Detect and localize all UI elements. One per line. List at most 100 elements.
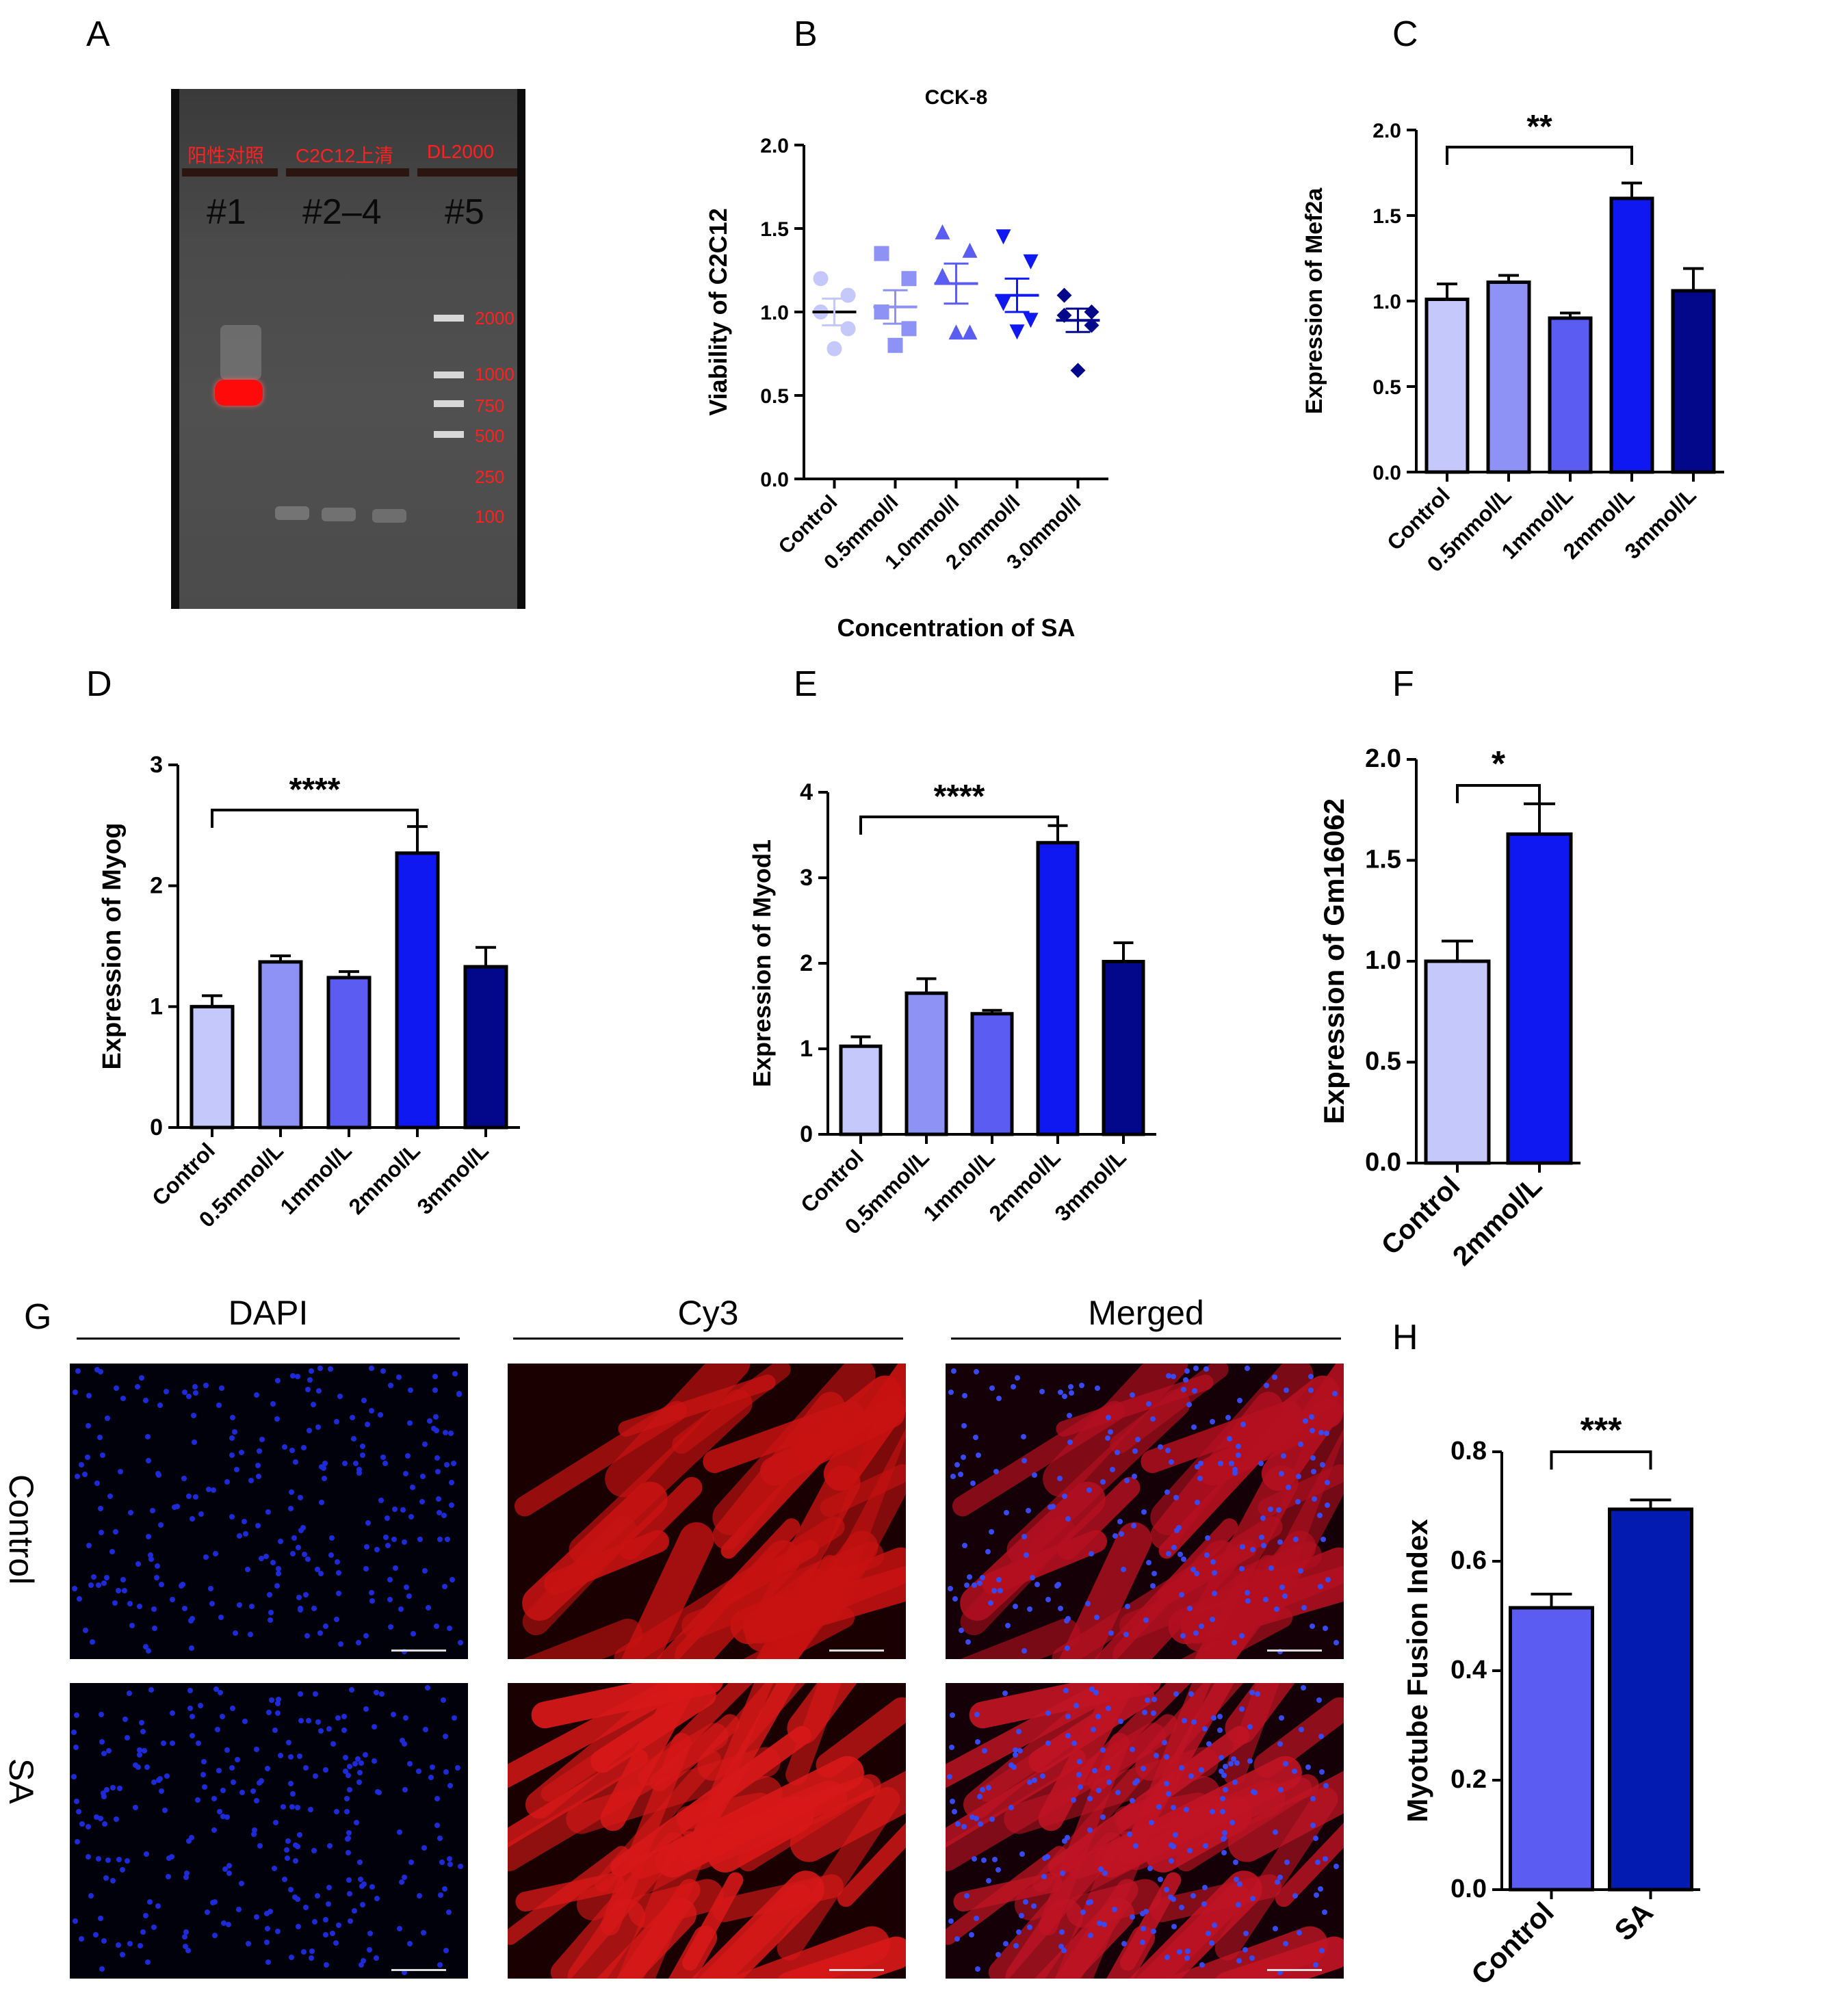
nucleus-dot [190, 1412, 196, 1418]
y-tick-label: 0 [150, 1114, 163, 1140]
nucleus-dot [390, 1711, 396, 1717]
nucleus-dot [1057, 1389, 1063, 1395]
nucleus-dot [285, 1739, 291, 1745]
nucleus-dot [1003, 1941, 1009, 1947]
nucleus-dot [1319, 1948, 1325, 1954]
nucleus-dot [373, 1955, 379, 1961]
nucleus-dot [1194, 1571, 1200, 1577]
y-tick-label: 0.5 [1365, 1047, 1401, 1076]
nucleus-dot [971, 1582, 977, 1589]
nucleus-dot [292, 1894, 298, 1900]
nucleus-dot [1077, 1784, 1083, 1790]
nucleus-dot [211, 1487, 217, 1494]
nucleus-dot [1064, 1834, 1070, 1840]
data-point [813, 271, 829, 287]
nucleus-dot [307, 1377, 313, 1383]
nucleus-dot [301, 1551, 307, 1557]
y-tick-label: 0.5 [760, 385, 789, 408]
nucleus-dot [1217, 1461, 1223, 1466]
nucleus-dot [1087, 1827, 1093, 1834]
nucleus-dot [430, 1764, 436, 1770]
nucleus-dot [101, 1790, 107, 1797]
bar [1424, 298, 1470, 474]
nucleus-dot [1249, 1690, 1255, 1696]
nucleus-dot [387, 1577, 393, 1583]
nucleus-dot [1065, 1733, 1071, 1739]
micro-image-dapi-sa [70, 1683, 468, 1979]
nucleus-dot [306, 1718, 312, 1724]
nucleus-dot [328, 1552, 335, 1558]
nucleus-dot [224, 1479, 230, 1485]
nucleus-dot [1308, 1387, 1314, 1393]
nucleus-dot [86, 1423, 92, 1429]
nucleus-dot [145, 1533, 151, 1539]
nucleus-dot [116, 1786, 122, 1792]
nucleus-dot [1129, 1914, 1135, 1920]
nucleus-dot [1148, 1819, 1154, 1825]
data-point [1056, 287, 1072, 303]
bar [258, 960, 303, 1130]
nucleus-dot [120, 1866, 126, 1873]
nucleus-dot [1318, 1429, 1325, 1435]
nucleus-dot [954, 1935, 961, 1942]
nucleus-dot [1094, 1385, 1100, 1391]
nucleus-dot [1203, 1842, 1209, 1849]
nucleus-dot [359, 1961, 365, 1968]
nucleus-dot [232, 1630, 238, 1636]
nucleus-dot [950, 1799, 956, 1805]
nucleus-dot [248, 1631, 254, 1637]
nucleus-dot [115, 1942, 121, 1948]
nucleus-dot [255, 1463, 261, 1469]
y-axis-label: Expression of Gm16062 [1318, 798, 1350, 1124]
nucleus-dot [1171, 1374, 1177, 1380]
nucleus-dot [1164, 1448, 1171, 1454]
nucleus-dot [434, 1428, 439, 1434]
nucleus-dot [1221, 1850, 1227, 1856]
nucleus-dot [281, 1444, 287, 1450]
nucleus-dot [181, 1476, 187, 1482]
nucleus-dot [1323, 1783, 1329, 1789]
nucleus-dot [220, 1714, 226, 1720]
nucleus-dot [229, 1435, 235, 1441]
gel-ladder-label: 2000 [475, 308, 515, 328]
nucleus-dot [961, 1423, 967, 1429]
nucleus-dot [1102, 1870, 1108, 1876]
nucleus-dot [334, 1559, 340, 1565]
nucleus-dot [1165, 1791, 1171, 1797]
nucleus-dot [1097, 1866, 1104, 1872]
nucleus-dot [1150, 1929, 1156, 1935]
nucleus-dot [363, 1544, 369, 1550]
nucleus-dot [329, 1535, 335, 1541]
nucleus-dot [437, 1537, 443, 1543]
nucleus-dot [311, 1847, 317, 1853]
nucleus-dot [1309, 1414, 1315, 1420]
nucleus-dot [1061, 1838, 1067, 1844]
nucleus-dot [1285, 1484, 1291, 1490]
nucleus-dot [318, 1727, 324, 1734]
nucleus-dot [1177, 1551, 1183, 1557]
nucleus-dot [114, 1385, 120, 1391]
nucleus-dot [1242, 1930, 1249, 1936]
nucleus-dot [82, 1471, 88, 1477]
nucleus-dot [164, 1773, 170, 1779]
nucleus-dot [1063, 1688, 1069, 1694]
y-tick-label: 2 [150, 873, 163, 899]
gel-image: 阳性对照 C2C12上清 DL2000 #1 #2–4 #5 2000 1000… [171, 89, 525, 609]
nucleus-dot [988, 1600, 994, 1606]
nucleus-dot [363, 1565, 369, 1572]
nucleus-dot [342, 1754, 348, 1760]
bar [1486, 281, 1531, 474]
nucleus-dot [75, 1809, 81, 1815]
nucleus-dot [326, 1884, 333, 1890]
nucleus-dot [1045, 1740, 1051, 1747]
nucleus-dot [350, 1414, 356, 1420]
nucleus-dot [1210, 1418, 1216, 1424]
nucleus-dot [420, 1473, 426, 1479]
nucleus-dot [1227, 1761, 1234, 1767]
nucleus-dot [1275, 1507, 1281, 1513]
gel-lane-number-3: #5 [445, 192, 484, 232]
nucleus-dot [189, 1645, 195, 1651]
nucleus-dot [369, 1407, 375, 1413]
nucleus-dot [203, 1382, 209, 1388]
nucleus-dot [441, 1697, 447, 1703]
